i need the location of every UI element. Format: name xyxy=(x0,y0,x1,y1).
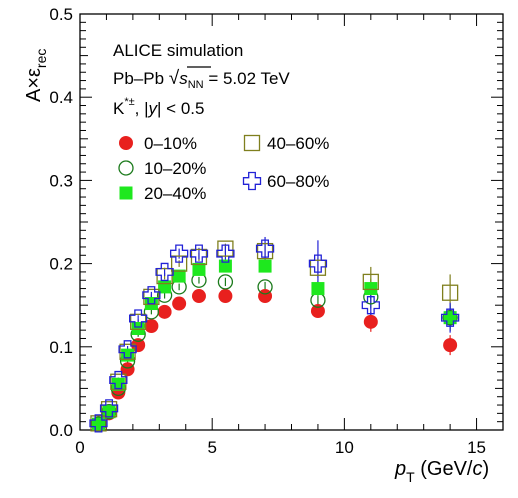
legend-marker xyxy=(243,134,261,152)
axis-ticks-group: 0 5 10 15 0.0 0.1 0.2 0.3 0.4 0.5 xyxy=(49,5,504,457)
legend-label: 40–60% xyxy=(267,134,329,153)
x-axis-title-main: p xyxy=(394,458,406,480)
x-tick-label: 0 xyxy=(75,438,84,457)
data-point xyxy=(172,269,186,283)
data-point xyxy=(218,289,233,304)
annotation-sqrt-sign: √ xyxy=(169,68,180,89)
annotation-ali: ALICE simulation xyxy=(113,41,243,60)
annotation-collision-pre: Pb–Pb xyxy=(113,69,169,88)
y-tick-label: 0.0 xyxy=(49,421,73,440)
annotation-rap-pre: , | xyxy=(135,99,149,118)
y-axis-title-main: A×ε xyxy=(23,68,45,102)
data-point xyxy=(189,244,209,263)
annotation-collision: Pb–Pb √sNN = 5.02 TeV xyxy=(113,68,290,91)
data-point xyxy=(172,296,187,311)
annotation-collision-post: = 5.02 TeV xyxy=(204,69,291,88)
x-axis-title-units-italic: c xyxy=(472,458,482,480)
data-point xyxy=(155,262,174,282)
data-point xyxy=(442,310,458,326)
legend-marker xyxy=(119,186,133,200)
data-point xyxy=(217,240,234,257)
annotation-rap-post: | < 0.5 xyxy=(157,99,204,118)
data-point xyxy=(218,259,232,273)
data-point xyxy=(441,284,459,301)
data-point xyxy=(363,314,378,329)
data-point xyxy=(131,321,145,335)
annotation-k: K xyxy=(113,99,125,118)
data-point xyxy=(217,274,234,290)
data-point xyxy=(157,304,172,319)
data-point xyxy=(142,286,161,305)
data-point xyxy=(443,311,457,325)
x-tick-label: 15 xyxy=(467,438,486,457)
data-point xyxy=(191,289,206,304)
data-point xyxy=(144,319,159,333)
data-point xyxy=(364,282,378,296)
data-point xyxy=(362,273,379,291)
data-point xyxy=(118,340,137,359)
data-point xyxy=(129,309,148,328)
data-point xyxy=(99,399,119,418)
data-point xyxy=(89,414,108,433)
data-markers-group xyxy=(89,239,460,433)
data-point xyxy=(443,338,458,353)
y-tick-label: 0.2 xyxy=(49,255,73,274)
x-axis-title: pT (GeV/c) xyxy=(394,458,489,485)
data-point xyxy=(440,308,460,327)
data-point xyxy=(309,259,327,276)
legend: 0–10% 10–20% 20–40% 40–60% 60–80% xyxy=(118,134,329,203)
y-tick-label: 0.3 xyxy=(49,171,73,190)
data-point xyxy=(311,282,325,296)
data-point xyxy=(310,304,325,319)
data-point xyxy=(256,242,274,260)
data-point xyxy=(120,362,135,377)
data-point xyxy=(143,288,160,306)
y-tick-label: 0.5 xyxy=(49,5,73,24)
data-point xyxy=(170,255,188,272)
legend-marker xyxy=(242,171,262,191)
data-point xyxy=(119,343,136,360)
y-tick-label: 0.1 xyxy=(49,338,73,357)
data-point xyxy=(110,373,127,390)
annotation-nn: NN xyxy=(188,79,204,91)
data-point xyxy=(255,239,275,258)
data-point xyxy=(257,279,273,295)
legend-label: 20–40% xyxy=(144,184,206,203)
y-axis-title: A×εrec xyxy=(23,49,49,102)
legend-label: 0–10% xyxy=(144,134,197,153)
x-tick-label: 10 xyxy=(335,438,354,457)
data-point xyxy=(216,244,235,263)
data-point xyxy=(361,296,380,315)
data-point xyxy=(192,262,206,276)
x-axis-title-sub: T xyxy=(406,469,415,485)
x-axis-title-units-post: ) xyxy=(482,458,489,480)
annotation-k-sup: *± xyxy=(124,96,134,108)
data-point xyxy=(109,370,128,390)
annotation-rap-y: y xyxy=(148,99,159,118)
annotation-s: s xyxy=(179,69,188,88)
annotation-particle: K*±, |y| < 0.5 xyxy=(113,96,204,118)
x-axis-title-units-pre: (GeV/ xyxy=(415,458,473,480)
data-point xyxy=(258,259,272,273)
legend-marker xyxy=(119,136,133,150)
legend-marker xyxy=(118,160,134,176)
x-tick-label: 5 xyxy=(207,438,216,457)
data-point xyxy=(156,267,173,285)
data-point xyxy=(169,244,189,263)
legend-label: 60–80% xyxy=(267,172,329,191)
data-point xyxy=(308,254,328,273)
y-axis-title-sub: rec xyxy=(33,49,49,68)
y-tick-label: 0.4 xyxy=(49,88,73,107)
legend-label: 10–20% xyxy=(144,159,206,178)
data-point xyxy=(90,415,107,432)
